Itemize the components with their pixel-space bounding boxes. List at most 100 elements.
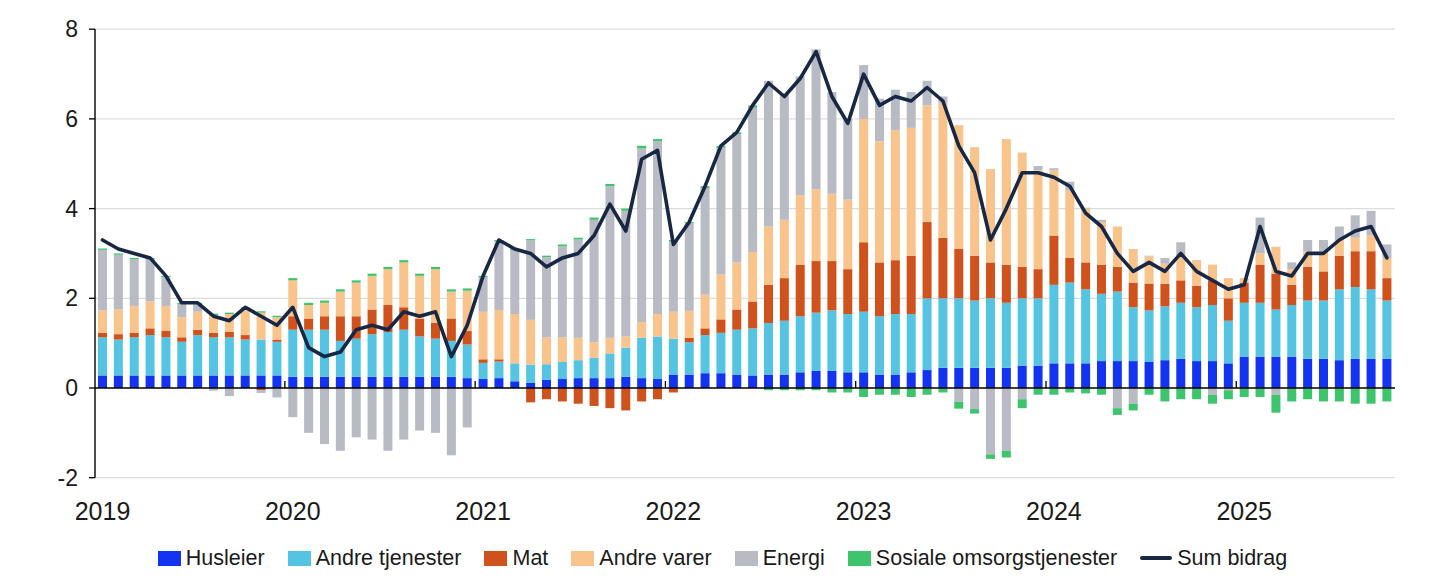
bar-segment <box>938 103 947 238</box>
x-axis-year-label: 2025 <box>1216 497 1272 525</box>
bar-segment <box>954 368 963 388</box>
bar-segment <box>780 278 789 321</box>
bar-segment <box>304 377 313 388</box>
bar-segment <box>1065 363 1074 388</box>
bar-segment <box>447 292 456 319</box>
bar-segment <box>1208 361 1217 388</box>
bar-segment <box>796 265 805 317</box>
legend-label: Energi <box>763 546 825 571</box>
bar-segment <box>114 375 123 388</box>
bar-segment <box>320 316 329 329</box>
bar-segment <box>542 337 551 364</box>
bar-segment <box>1113 408 1122 415</box>
bar-segment <box>1319 301 1328 359</box>
bar-segment <box>1382 278 1391 300</box>
bar-segment <box>161 306 170 331</box>
bar-segment <box>177 342 186 376</box>
bar-segment <box>1160 284 1169 306</box>
bar-segment <box>352 280 361 282</box>
bar-segment <box>272 340 281 342</box>
bar-segment <box>494 362 503 379</box>
bar-segment <box>923 105 932 222</box>
bar-segment <box>1145 256 1154 257</box>
bar-segment <box>130 337 139 375</box>
bar-segment <box>812 261 821 313</box>
bar-segment <box>574 360 583 378</box>
bar-segment <box>177 337 186 341</box>
bar-segment <box>891 130 900 260</box>
bar-segment <box>447 377 456 388</box>
legend-item: Andre tjenester <box>288 546 462 571</box>
bar-segment <box>621 388 630 410</box>
bar-segment <box>1097 361 1106 388</box>
bar-segment <box>590 378 599 388</box>
bar-segment <box>558 379 567 388</box>
bar-segment <box>161 337 170 375</box>
legend-label: Husleier <box>186 546 265 571</box>
bar-segment <box>986 298 995 368</box>
bar-segment <box>954 388 963 402</box>
bar-segment <box>685 375 694 388</box>
bar-segment <box>748 328 757 375</box>
bar-segment <box>1224 363 1233 388</box>
bar-segment <box>764 375 773 388</box>
bar-segment <box>1303 240 1312 251</box>
bar-segment <box>415 377 424 388</box>
bar-segment <box>1192 286 1201 308</box>
bar-segment <box>304 305 313 318</box>
bar-segment <box>479 379 488 388</box>
bar-segment <box>1192 361 1201 388</box>
bar-segment <box>970 409 979 413</box>
bar-segment <box>368 388 377 440</box>
bar-segment <box>526 365 535 383</box>
bar-segment <box>288 388 297 417</box>
bar-segment <box>272 375 281 388</box>
bar-segment <box>1145 283 1154 310</box>
bar-segment <box>1271 388 1280 395</box>
bar-segment <box>970 301 979 368</box>
bar-segment <box>1002 388 1011 451</box>
bar-segment <box>923 298 932 370</box>
bar-segment <box>558 244 567 246</box>
legend-color-chip <box>735 551 758 566</box>
bar-segment <box>653 139 662 141</box>
bar-segment <box>590 388 599 406</box>
bar-segment <box>1208 388 1217 395</box>
legend-item: Andre varer <box>571 546 711 571</box>
bar-segment <box>1049 285 1058 363</box>
bar-segment <box>494 310 503 359</box>
bar-segment <box>685 338 694 342</box>
bar-segment <box>1097 294 1106 361</box>
bar-segment <box>272 316 281 317</box>
bar-segment <box>637 378 646 388</box>
bar-segment <box>605 378 614 388</box>
legend-line-swatch <box>1140 556 1172 560</box>
bar-segment <box>748 375 757 388</box>
bar-segment <box>447 318 456 340</box>
bar-segment <box>415 318 424 336</box>
bar-segment <box>368 334 377 377</box>
bar-segment <box>669 375 678 388</box>
bar-segment <box>352 339 361 377</box>
bar-segment <box>732 330 741 375</box>
y-axis-label: 6 <box>65 106 78 132</box>
bar-segment <box>447 289 456 291</box>
bar-segment <box>114 340 123 376</box>
bar-segment <box>764 285 773 323</box>
bar-segment <box>1382 359 1391 388</box>
bar-segment <box>479 363 488 379</box>
bar-segment <box>891 260 900 314</box>
bar-segment <box>875 262 884 316</box>
bar-segment <box>1065 258 1074 283</box>
bar-segment <box>1256 253 1265 264</box>
bar-segment <box>1002 265 1011 303</box>
bar-segment <box>1208 395 1217 404</box>
bar-segment <box>288 330 297 377</box>
bar-segment <box>257 340 266 376</box>
bar-segment <box>827 194 836 261</box>
bar-segment <box>114 253 123 254</box>
bar-segment <box>1081 388 1090 393</box>
bar-segment <box>954 298 963 368</box>
bar-segment <box>716 373 725 388</box>
bar-segment <box>526 383 535 388</box>
